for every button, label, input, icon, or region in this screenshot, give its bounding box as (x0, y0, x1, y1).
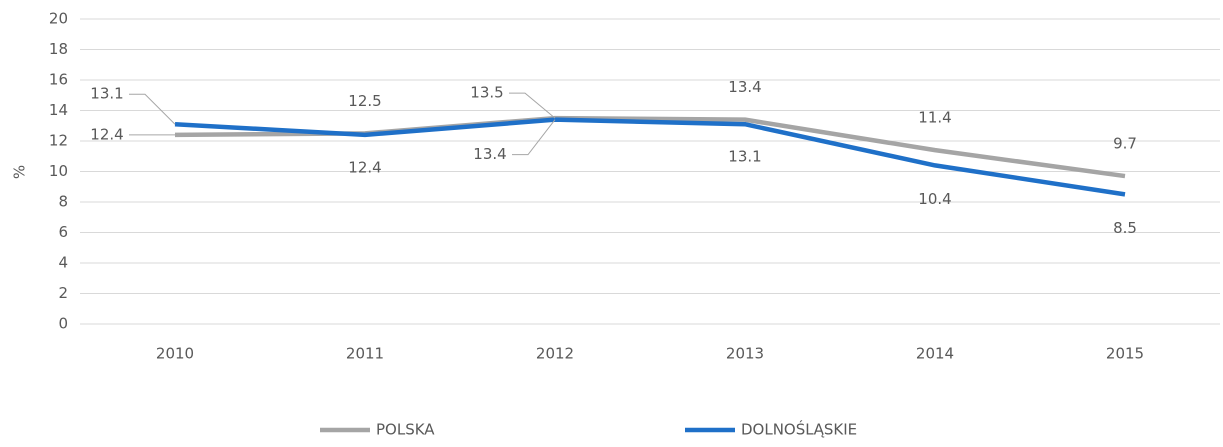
y-tick-label: 16 (49, 71, 68, 89)
leader-line (509, 92, 556, 119)
y-tick-label: 18 (49, 40, 68, 58)
y-tick-label: 0 (58, 315, 68, 333)
data-label: 12.4 (348, 158, 381, 176)
x-tick-label: 2011 (346, 345, 384, 363)
data-label: 13.5 (470, 84, 503, 102)
data-label: 12.4 (90, 125, 123, 143)
data-label: 12.5 (348, 92, 381, 110)
legend-label: DOLNOŚLĄSKIE (741, 420, 857, 439)
x-tick-label: 2015 (1106, 345, 1144, 363)
data-label: 10.4 (918, 190, 951, 208)
y-tick-label: 6 (58, 223, 68, 241)
data-label: 8.5 (1113, 219, 1137, 237)
data-label: 13.4 (728, 78, 761, 96)
y-tick-label: 8 (58, 193, 68, 211)
x-tick-label: 2013 (726, 345, 764, 363)
data-label: 13.1 (90, 85, 123, 103)
leader-line (512, 119, 556, 156)
data-label: 9.7 (1113, 135, 1137, 153)
x-tick-label: 2010 (156, 345, 194, 363)
line (174, 115, 1126, 179)
leader-line (129, 93, 176, 125)
y-tick-label: 10 (49, 162, 68, 180)
legend-label: POLSKA (376, 421, 435, 439)
y-tick-label: 2 (58, 284, 68, 302)
data-label: 13.1 (728, 148, 761, 166)
y-tick-label: 20 (49, 10, 68, 28)
y-tick-label: 14 (49, 101, 68, 119)
x-tick-label: 2014 (916, 345, 954, 363)
y-tick-label: 12 (49, 132, 68, 150)
line (174, 117, 1126, 197)
x-tick-label: 2012 (536, 345, 574, 363)
data-label: 11.4 (918, 109, 951, 127)
y-axis-label: % (11, 165, 29, 179)
y-tick-label: 4 (58, 254, 68, 272)
data-label: 13.4 (473, 145, 506, 163)
